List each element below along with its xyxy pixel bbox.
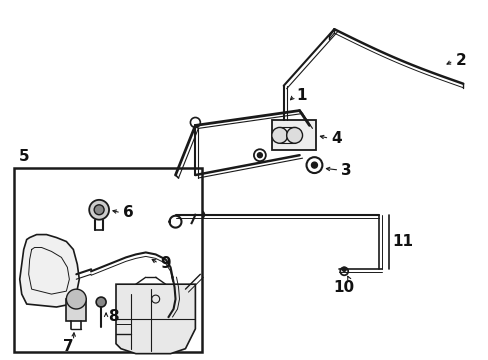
Text: 5: 5 xyxy=(19,149,29,164)
Bar xyxy=(271,121,316,150)
Circle shape xyxy=(89,200,109,220)
Polygon shape xyxy=(116,284,195,354)
Text: 3: 3 xyxy=(341,163,351,177)
Circle shape xyxy=(286,127,302,143)
Circle shape xyxy=(342,267,346,271)
Circle shape xyxy=(198,211,202,215)
Text: 2: 2 xyxy=(454,53,465,68)
Text: 11: 11 xyxy=(391,234,412,249)
Text: 10: 10 xyxy=(333,280,354,295)
Circle shape xyxy=(96,297,106,307)
Text: 4: 4 xyxy=(331,131,341,146)
Text: 7: 7 xyxy=(63,339,74,354)
Text: 6: 6 xyxy=(122,205,133,220)
Circle shape xyxy=(94,205,104,215)
Bar xyxy=(66,299,86,321)
Circle shape xyxy=(311,162,317,168)
Text: 9: 9 xyxy=(161,256,171,271)
Circle shape xyxy=(66,289,86,309)
Text: 1: 1 xyxy=(296,88,306,103)
Bar xyxy=(14,168,202,352)
Text: 8: 8 xyxy=(108,310,119,324)
Circle shape xyxy=(257,153,262,158)
Circle shape xyxy=(271,127,287,143)
Polygon shape xyxy=(20,235,79,307)
